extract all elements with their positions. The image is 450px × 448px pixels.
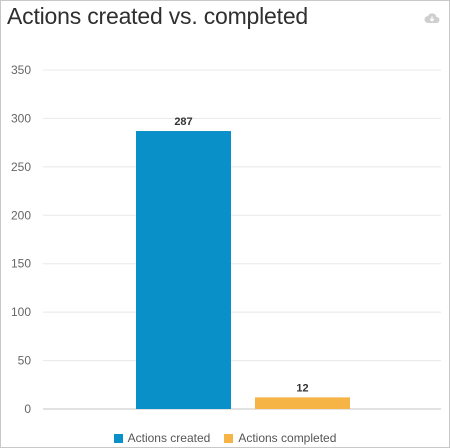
- y-axis-ticks: 0 50 100 150 200 250 300 350: [11, 63, 31, 416]
- chart-legend: Actions created Actions completed: [1, 431, 449, 445]
- y-tick-label: 250: [11, 160, 31, 174]
- y-tick-label: 300: [11, 111, 31, 125]
- data-label-actions-completed: 12: [296, 382, 308, 394]
- legend-swatch-completed: [224, 433, 234, 443]
- y-tick-label: 150: [11, 257, 31, 271]
- y-tick-label: 50: [18, 354, 32, 368]
- legend-label-completed: Actions completed: [238, 431, 337, 445]
- legend-label-created: Actions created: [127, 431, 211, 445]
- bar-actions-completed[interactable]: [255, 397, 350, 409]
- y-tick-label: 350: [11, 63, 31, 77]
- legend-swatch-created: [113, 433, 123, 443]
- legend-item-completed[interactable]: Actions completed: [224, 431, 336, 445]
- bar-chart: 0 50 100 150 200 250 300 350 287 12: [11, 63, 441, 416]
- data-label-actions-created: 287: [174, 116, 192, 128]
- bar-actions-created[interactable]: [136, 131, 231, 409]
- y-tick-label: 200: [11, 208, 31, 222]
- y-tick-label: 100: [11, 305, 31, 319]
- y-tick-label: 0: [24, 402, 31, 416]
- data-labels: 287 12: [174, 116, 308, 394]
- cloud-download-icon[interactable]: [424, 11, 440, 23]
- grid-lines: [43, 69, 441, 410]
- chart-title: Actions created vs. completed: [7, 3, 309, 29]
- bars: [136, 131, 350, 409]
- legend-item-created[interactable]: Actions created: [113, 431, 211, 445]
